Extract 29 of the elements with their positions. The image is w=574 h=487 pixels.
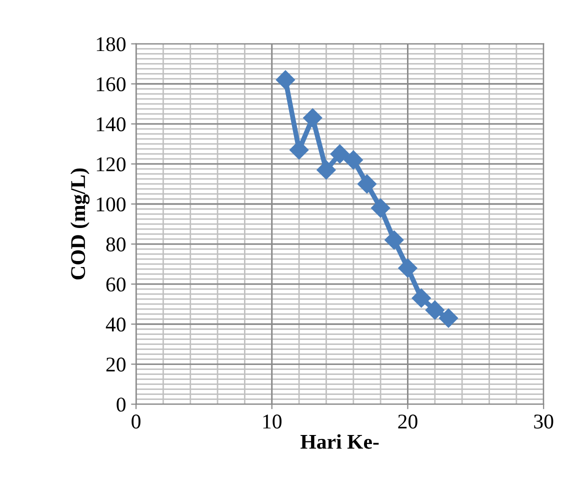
y-tick-label: 180 (96, 37, 126, 52)
point (276, 70, 296, 90)
y-tick-label: 140 (96, 117, 126, 132)
point (303, 108, 322, 128)
y-tick-label: 0 (116, 398, 126, 412)
y-tick-label: 80 (106, 237, 126, 252)
point (344, 150, 363, 170)
point (384, 230, 404, 250)
point (425, 300, 444, 320)
x-axis-title: Hari Ke- (300, 434, 379, 449)
point (357, 174, 377, 194)
y-tick-label: 60 (106, 277, 126, 292)
y-tick-label: 100 (96, 197, 126, 212)
x-tick-label: 0 (132, 414, 140, 429)
x-tick-label: 10 (263, 414, 282, 429)
y-tick-label: 120 (96, 157, 126, 172)
point (438, 308, 458, 328)
x-tick-label: 20 (398, 414, 418, 429)
point (316, 160, 336, 180)
y-tick-label: 40 (106, 318, 126, 332)
y-tick-label: 160 (96, 77, 126, 92)
point (371, 198, 390, 218)
x-tick-label: 30 (534, 414, 554, 429)
point (290, 140, 309, 160)
point (398, 258, 418, 278)
y-axis-title: COD (mg/L) (70, 168, 90, 280)
point (330, 144, 350, 164)
point (412, 288, 431, 308)
y-tick-label: 20 (106, 358, 126, 372)
